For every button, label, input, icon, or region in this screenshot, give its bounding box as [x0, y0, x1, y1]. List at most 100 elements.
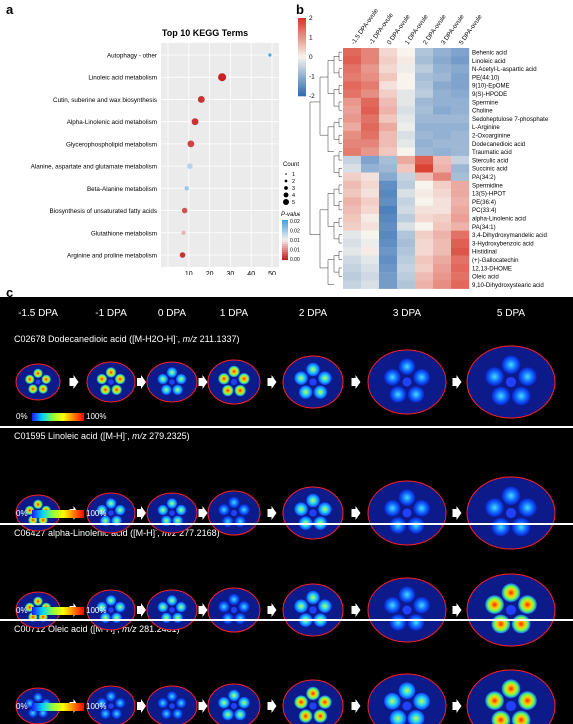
heatmap-cell — [415, 139, 434, 148]
arrow-icon — [198, 603, 208, 617]
scale-min-label: 0% — [16, 606, 28, 615]
row-id: C00712 — [14, 624, 49, 634]
heatmap-cell — [433, 114, 452, 123]
ovule-locule — [485, 691, 504, 711]
row-ion: ([M-H] — [130, 528, 156, 538]
ovule-center — [35, 379, 41, 385]
heatmap-cell — [451, 97, 470, 107]
heatmap-cell — [343, 64, 362, 74]
ovule-center — [108, 703, 114, 709]
row-label: 13(S)-HPOT — [472, 191, 506, 198]
ovule-center — [230, 509, 238, 517]
ovule-locule — [518, 367, 537, 387]
ovule-image — [15, 363, 61, 401]
colorbar-swatch — [298, 21, 306, 25]
pvalue-legend-swatch — [282, 238, 288, 241]
row-label: 9(S)-HPODE — [472, 91, 507, 98]
heatmap-cell — [379, 214, 398, 223]
colorbar-swatch — [298, 94, 306, 97]
heatmap-cell — [379, 180, 398, 190]
heatmap-cell — [433, 255, 452, 264]
ovule-locule — [485, 498, 504, 518]
heatmap-cell — [343, 131, 362, 140]
y-tick-label: Beta-Alanine metabolism — [87, 186, 157, 193]
scale-max-label: 100% — [86, 509, 107, 518]
heatmap-cell — [415, 280, 434, 289]
heatmap-cell — [415, 106, 434, 115]
ovule-locule — [114, 373, 126, 385]
heatmap-cell — [361, 48, 380, 57]
ovule-locule — [175, 504, 187, 516]
ovule-locule — [218, 697, 230, 709]
heatmap-cell — [433, 180, 452, 190]
colorbar-swatch — [298, 80, 306, 83]
ovule-locule — [413, 368, 430, 386]
count-legend-dot — [285, 173, 287, 175]
heatmap-cell — [415, 122, 434, 132]
arrow-icon — [137, 603, 146, 617]
row-label: 3,4-Dihydroxymandelic acid — [472, 232, 547, 239]
heatmap-cell — [397, 263, 416, 273]
heatmap-cell — [397, 172, 416, 181]
ovule-locule — [172, 612, 183, 623]
ovule-image — [367, 349, 447, 415]
heatmap-cell — [343, 247, 362, 256]
heatmap-cell — [451, 214, 470, 223]
ovule-locule — [218, 601, 230, 613]
y-tick-label: Alanine, aspartate and glutamate metabol… — [31, 164, 157, 171]
heatmap-cell — [361, 89, 380, 98]
pvalue-legend-swatch — [282, 250, 288, 253]
ovule-image — [466, 573, 556, 647]
heatmap-cell — [379, 230, 398, 240]
ovule-locule — [172, 708, 183, 719]
ovule-locule — [222, 708, 234, 721]
row-label: 9,10-Dihydroxystearic acid — [472, 282, 544, 289]
heatmap-cell — [397, 247, 416, 256]
ovule-locule — [306, 493, 320, 508]
colorbar-tick: 2 — [309, 15, 313, 22]
ovule-locule — [518, 691, 537, 711]
heatmap-cell — [379, 89, 398, 98]
ovule-center — [309, 378, 317, 386]
ovule-locule — [157, 504, 169, 516]
row-label: 3-Hydroxybenzoic acid — [472, 240, 534, 247]
ovule-locule — [313, 385, 328, 399]
row-comma: , — [157, 528, 163, 538]
colorbar-tick: -1 — [309, 74, 315, 81]
ion-image-title: C02678 Dodecanedioic acid ([M-H2O-H]-, m… — [14, 334, 239, 344]
heatmap-cell — [397, 164, 416, 173]
heatmap-cell — [361, 147, 380, 157]
heatmap-cells — [343, 48, 470, 289]
ovule-locule — [218, 504, 230, 516]
ovule-image — [146, 492, 198, 534]
pvalue-legend-swatch — [282, 252, 288, 255]
heatmap-cell — [415, 214, 434, 223]
ovule-image — [146, 589, 198, 631]
row-ion: ([M-H] — [100, 431, 126, 441]
heatmap-cell — [361, 164, 380, 173]
ovule-locule — [38, 384, 48, 394]
count-legend-label: 2 — [292, 179, 295, 185]
heatmap-cell — [397, 81, 416, 90]
heatmap-cell — [397, 139, 416, 148]
heatmap-cell — [379, 139, 398, 148]
heatmap-cell — [379, 147, 398, 157]
heatmap-cell — [361, 131, 380, 140]
ovule-locule — [166, 691, 178, 702]
ovule-locule — [384, 596, 401, 614]
ovule-locule — [398, 682, 416, 699]
heatmap-cell — [343, 197, 362, 206]
heatmap-cell — [451, 272, 470, 281]
pvalue-legend-tick: 0.005 — [290, 257, 300, 263]
heatmap-cell — [451, 64, 470, 74]
heatmap-cell — [397, 155, 416, 165]
ovule-locule — [413, 692, 430, 710]
row-charge: - — [125, 431, 128, 437]
heatmap-cell — [451, 280, 470, 289]
colorbar-swatch — [298, 23, 306, 27]
pvalue-legend-swatch — [282, 244, 288, 247]
ovule-locule — [111, 708, 122, 719]
row-mz-label: m/z — [132, 431, 147, 441]
scale-min-label: 0% — [16, 702, 28, 711]
ovule-image — [282, 486, 344, 540]
